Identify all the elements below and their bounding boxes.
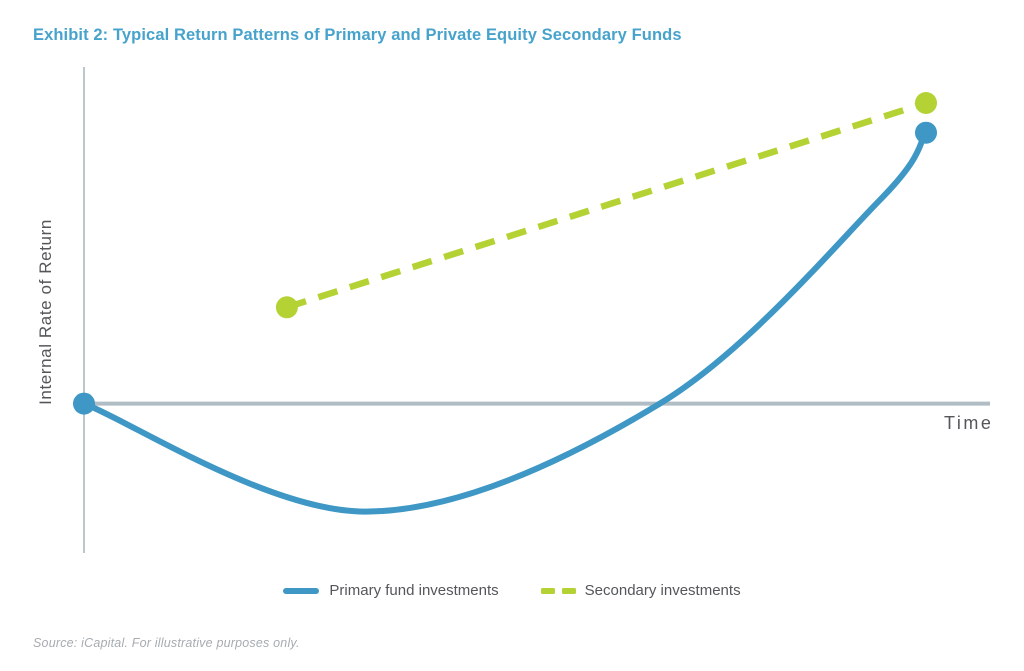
source-note: Source: iCapital. For illustrative purpo… bbox=[33, 636, 300, 650]
x-axis-label: Time bbox=[944, 413, 994, 433]
legend-label-primary: Primary fund investments bbox=[329, 582, 499, 599]
primary-line-swatch bbox=[283, 587, 320, 594]
chart-legend: Primary fund investments Secondary inves… bbox=[0, 582, 1024, 599]
exhibit-title: Exhibit 2: Typical Return Patterns of Pr… bbox=[33, 26, 682, 44]
y-axis-label: Internal Rate of Return bbox=[36, 219, 55, 405]
secondary-dashed-swatch bbox=[540, 587, 576, 594]
legend-label-secondary: Secondary investments bbox=[584, 582, 741, 599]
legend-item-secondary: Secondary investments bbox=[540, 582, 741, 599]
legend-item-primary: Primary fund investments bbox=[283, 582, 499, 599]
